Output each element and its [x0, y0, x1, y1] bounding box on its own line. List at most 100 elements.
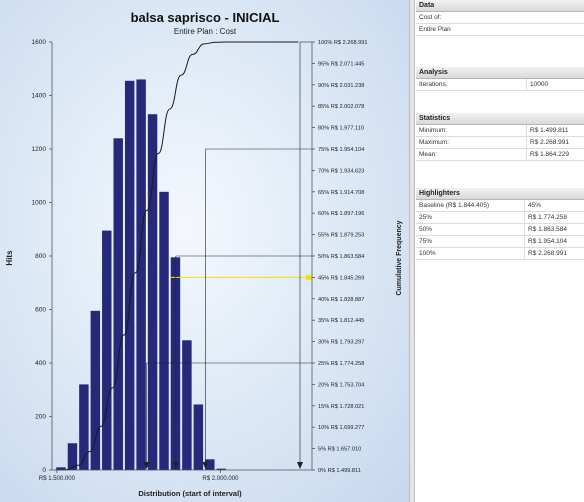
data-row: Cost of:: [416, 12, 584, 24]
x-tick-label: R$ 2.000.000: [202, 476, 239, 482]
histogram-bar: [113, 138, 123, 471]
cumulative-tick-label: 25% R$ 1.774.258: [318, 361, 364, 367]
cumulative-tick-label: 0% R$ 1.499.811: [318, 468, 361, 474]
cumulative-curve: [55, 41, 299, 471]
cumulative-tick-label: 95% R$ 2.071.445: [318, 61, 364, 67]
highlighter-100-label: 100%: [419, 250, 436, 257]
histogram-bar: [79, 384, 89, 470]
cumulative-tick-label: 35% R$ 1.812.445: [318, 318, 364, 324]
highlighter-arrow: [297, 462, 303, 469]
baseline-label: Baseline (R$ 1.844.405): [419, 202, 490, 209]
mean-label: Mean:: [419, 151, 438, 158]
highlighter-row[interactable]: 75% R$ 1.954.104: [416, 236, 584, 248]
highlighter-row[interactable]: 100% R$ 2.268.991: [416, 248, 584, 260]
y-tick-label: 400: [35, 360, 46, 367]
highlighter-25-value: R$ 1.774.258: [524, 212, 567, 223]
data-row: Entire Plan: [416, 24, 584, 36]
cumulative-tick-label: 60% R$ 1.897.196: [318, 211, 364, 217]
histogram-bar: [102, 230, 112, 470]
highlighter-75-value: R$ 1.954.104: [524, 236, 567, 247]
y-tick-label: 200: [35, 414, 46, 421]
histogram-chart: balsa saprisco - INICIAL Entire Plan : C…: [5, 10, 403, 498]
histogram-bar: [136, 79, 146, 470]
cost-of-label: Cost of:: [419, 14, 442, 21]
chart-subtitle: Entire Plan : Cost: [174, 27, 237, 36]
cumulative-tick-label: 50% R$ 1.863.584: [318, 254, 364, 260]
cumulative-tick-label: 30% R$ 1.793.297: [318, 340, 364, 346]
highlighter-25-label: 25%: [419, 214, 433, 221]
statistics-row: Minimum: R$ 1.499.811: [416, 125, 584, 137]
y-axis-label: Hits: [5, 250, 14, 266]
histogram-bar: [159, 191, 169, 471]
cumulative-tick-label: 70% R$ 1.934.623: [318, 168, 364, 174]
highlighters-section: Highlighters Baseline (R$ 1.844.405) 45%…: [416, 188, 584, 260]
y-tick-label: 1000: [32, 200, 47, 207]
histogram-bar: [182, 340, 192, 470]
statistics-row: Maximum: R$ 2.268.991: [416, 137, 584, 149]
analysis-section: Analysis Iterations: 10000: [416, 67, 584, 91]
minimum-label: Minimum:: [419, 127, 448, 134]
histogram-bar: [147, 114, 158, 470]
cumulative-tick-label: 80% R$ 1.977.110: [318, 126, 364, 132]
highlighter-75-label: 75%: [419, 238, 433, 245]
histogram-bar: [56, 467, 66, 470]
iterations-row: Iterations: 10000: [416, 79, 584, 91]
cumulative-tick-label: 100% R$ 2.268.991: [318, 40, 367, 46]
statistics-section: Statistics Minimum: R$ 1.499.811 Maximum…: [416, 113, 584, 161]
cumulative-tick-label: 15% R$ 1.728.021: [318, 404, 364, 410]
highlighter-row[interactable]: Baseline (R$ 1.844.405) 45%: [416, 200, 584, 212]
y-tick-label: 0: [42, 467, 46, 474]
histogram-bar: [124, 80, 135, 470]
y-tick-label: 1200: [32, 146, 47, 153]
statistics-row: Mean: R$ 1.864.229: [416, 149, 584, 161]
histogram-bar: [193, 404, 204, 470]
maximum-value: R$ 2.268.991: [526, 137, 569, 148]
cumulative-tick-label: 10% R$ 1.699.277: [318, 425, 364, 431]
highlighters-header: Highlighters: [416, 188, 584, 200]
highlighter-50-label: 50%: [419, 226, 433, 233]
x-axis-label: Distribution (start of interval): [138, 489, 242, 498]
cumulative-tick-label: 55% R$ 1.879.253: [318, 233, 364, 239]
iterations-label: Iterations:: [419, 81, 448, 88]
minimum-value: R$ 1.499.811: [526, 125, 569, 136]
entire-plan-label: Entire Plan: [419, 26, 451, 33]
cumulative-tick-label: 45% R$ 1.845.269: [318, 275, 364, 281]
cumulative-tick-label: 65% R$ 1.914.708: [318, 190, 364, 196]
highlighter-arrow: [172, 462, 179, 469]
panel-splitter[interactable]: [409, 0, 415, 502]
cumulative-tick-label: 40% R$ 1.828.887: [318, 297, 364, 303]
y-tick-label: 1400: [32, 93, 47, 100]
cumulative-tick-label: 90% R$ 2.031.238: [318, 83, 364, 89]
histogram-bar: [90, 310, 101, 470]
analysis-header: Analysis: [416, 67, 584, 79]
baseline-value: 45%: [524, 200, 541, 211]
highlighter-row[interactable]: 50% R$ 1.863.584: [416, 224, 584, 236]
cumulative-tick-label: 85% R$ 2.002.078: [318, 104, 364, 110]
cumulative-tick-label: 5% R$ 1.657.010: [318, 447, 361, 453]
highlighter-100-value: R$ 2.268.991: [524, 248, 567, 259]
y-tick-label: 600: [35, 307, 46, 314]
data-section: Data Cost of: Entire Plan: [416, 0, 584, 36]
statistics-header: Statistics: [416, 113, 584, 125]
mean-value: R$ 1.864.229: [526, 149, 569, 160]
highlighter-arrow: [143, 462, 150, 469]
histogram-bar: [205, 459, 215, 470]
iterations-value: 10000: [526, 79, 548, 90]
chart-title: balsa saprisco - INICIAL: [131, 10, 280, 25]
histogram-bar: [216, 468, 226, 470]
highlighter-50-value: R$ 1.863.584: [524, 224, 567, 235]
x-tick-label: R$ 1.500.000: [39, 476, 76, 482]
highlighter-row[interactable]: 25% R$ 1.774.258: [416, 212, 584, 224]
y-tick-label: 1600: [32, 39, 47, 46]
chart-panel: balsa saprisco - INICIAL Entire Plan : C…: [0, 0, 409, 502]
y-tick-label: 800: [35, 253, 46, 260]
maximum-label: Maximum:: [419, 139, 449, 146]
y2-axis-label: Cumulative Frequency: [396, 220, 403, 295]
info-panel: Data Cost of: Entire Plan Analysis Itera…: [416, 0, 584, 502]
cumulative-tick-label: 75% R$ 1.954.104: [318, 147, 364, 153]
histogram-bar: [67, 443, 78, 470]
data-header: Data: [416, 0, 584, 12]
histogram-bar: [170, 257, 181, 470]
highlighter-arrow: [202, 462, 209, 469]
cumulative-tick-label: 20% R$ 1.753.704: [318, 382, 364, 388]
